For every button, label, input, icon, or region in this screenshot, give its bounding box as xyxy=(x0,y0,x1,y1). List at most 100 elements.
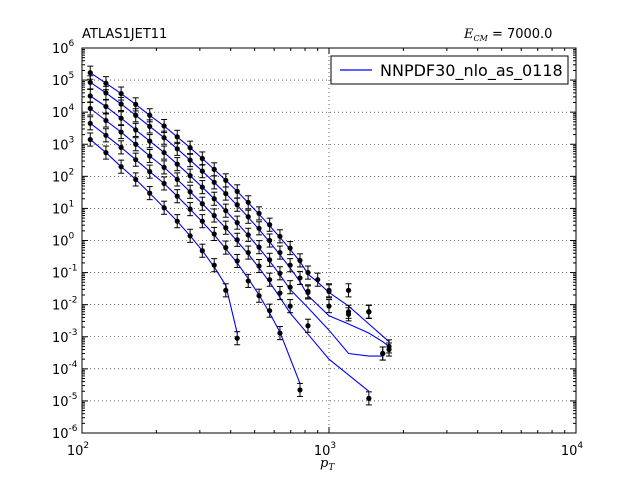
data-point xyxy=(366,395,372,401)
data-point xyxy=(287,284,293,290)
data-point xyxy=(234,237,240,243)
data-point xyxy=(187,145,193,151)
y-tick-exp: 1 xyxy=(69,199,75,209)
data-point xyxy=(147,190,153,196)
data-point xyxy=(297,387,303,393)
y-tick-label: 10-1 xyxy=(52,264,78,282)
legend-label: NNPDF30_nlo_as_0118 xyxy=(380,61,563,81)
data-point xyxy=(174,134,180,140)
data-point xyxy=(199,168,205,174)
data-point xyxy=(211,196,217,202)
y-tick-label: 100 xyxy=(52,232,75,250)
y-tick-base: 10 xyxy=(52,202,69,217)
data-point xyxy=(187,206,193,212)
data-point xyxy=(267,222,273,228)
data-point xyxy=(267,277,273,283)
x-tick-label: 104 xyxy=(561,441,584,459)
energy-label: ECM = 7000.0 xyxy=(463,27,552,43)
data-point xyxy=(277,233,283,239)
x-tick-exp: 2 xyxy=(83,441,89,451)
data-point xyxy=(199,155,205,162)
chart-title: ATLAS1JET11 xyxy=(82,27,167,42)
data-point xyxy=(223,245,229,251)
data-point xyxy=(223,225,229,231)
y-tick-label: 10-3 xyxy=(52,328,78,346)
y-tick-base: 10 xyxy=(52,74,69,89)
x-axis-sub: T xyxy=(328,463,335,473)
data-point xyxy=(174,146,180,152)
data-point xyxy=(174,161,180,167)
data-point xyxy=(380,350,386,357)
fit-line-series-4 xyxy=(89,81,390,347)
fit-line-series-5 xyxy=(89,72,390,343)
y-tick-base: 10 xyxy=(52,299,69,314)
y-tick-label: 102 xyxy=(52,167,74,185)
y-tick-label: 10-2 xyxy=(52,296,78,314)
data-point xyxy=(147,169,153,175)
data-point xyxy=(297,257,303,263)
x-tick-base: 10 xyxy=(67,444,84,459)
data-point xyxy=(103,132,109,138)
y-tick-exp: 4 xyxy=(69,103,75,113)
data-point xyxy=(287,262,293,268)
data-point xyxy=(199,248,205,254)
data-point xyxy=(245,278,251,284)
data-point xyxy=(267,257,273,263)
y-tick-exp: -4 xyxy=(69,360,78,370)
y-tick-exp: -5 xyxy=(69,392,78,402)
fit-line-series-0 xyxy=(89,139,238,334)
data-point xyxy=(326,287,332,293)
data-point xyxy=(256,210,262,216)
data-point xyxy=(147,112,153,118)
data-point xyxy=(133,141,139,147)
data-point xyxy=(87,105,93,112)
data-point xyxy=(305,288,311,294)
data-point xyxy=(118,144,124,150)
y-tick-exp: -6 xyxy=(69,424,78,434)
y-tick-base: 10 xyxy=(52,42,69,57)
y-tick-exp: -2 xyxy=(69,296,78,306)
data-point xyxy=(147,123,153,130)
data-point xyxy=(211,179,217,185)
y-tick-base: 10 xyxy=(52,235,69,250)
data-point xyxy=(223,190,229,197)
fit-line-series-2 xyxy=(89,108,370,392)
x-tick-base: 10 xyxy=(314,444,331,459)
data-point xyxy=(187,189,193,195)
y-tick-exp: -3 xyxy=(69,328,78,338)
data-point xyxy=(187,233,193,239)
y-tick-label: 10-4 xyxy=(52,360,78,378)
y-tick-exp: 2 xyxy=(69,167,75,177)
data-point xyxy=(245,199,251,205)
data-point xyxy=(174,193,180,199)
data-point xyxy=(161,135,167,141)
data-point xyxy=(103,103,109,110)
data-point xyxy=(103,117,109,124)
data-point xyxy=(161,149,167,156)
y-tick-base: 10 xyxy=(52,395,69,410)
data-point xyxy=(199,218,205,224)
data-points xyxy=(87,65,393,406)
y-tick-label: 105 xyxy=(52,71,74,89)
data-point xyxy=(133,157,139,163)
data-point xyxy=(234,202,240,208)
energy-sub: CM xyxy=(474,34,489,43)
data-point xyxy=(199,201,205,207)
data-point xyxy=(245,249,251,256)
data-point xyxy=(133,127,139,133)
data-point xyxy=(234,188,240,194)
data-point xyxy=(305,323,311,329)
data-point xyxy=(87,79,93,85)
data-point xyxy=(245,214,251,220)
data-point xyxy=(256,225,262,231)
y-tick-label: 104 xyxy=(52,103,75,121)
data-point xyxy=(199,184,205,190)
data-point xyxy=(256,244,262,250)
data-point xyxy=(147,138,153,144)
data-point xyxy=(234,258,240,264)
data-point xyxy=(386,343,392,350)
axis-ticks: 102 103 10410-610-510-410-310-210-11001011… xyxy=(52,39,583,459)
x-tick-label: 102 xyxy=(67,441,89,459)
data-point xyxy=(267,308,273,314)
